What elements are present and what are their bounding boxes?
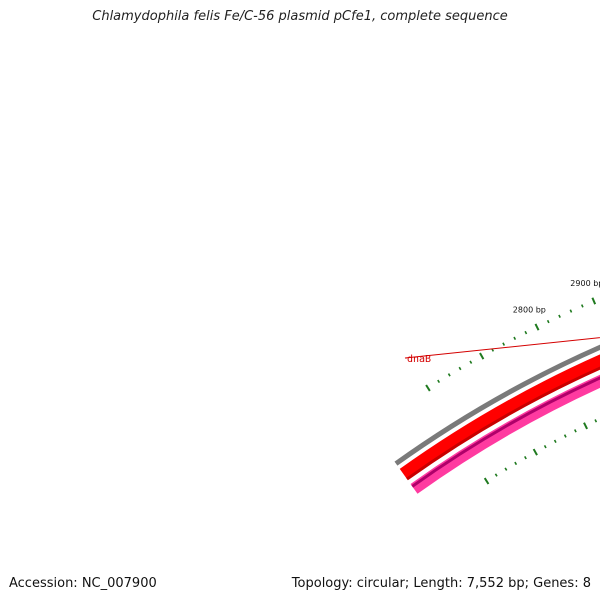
backbone-ring — [394, 344, 600, 466]
feature-rings — [394, 344, 600, 494]
outer-scale-tick — [558, 314, 561, 318]
inner-scale-tick — [574, 429, 577, 433]
outer-scale-tick — [469, 360, 473, 364]
outer-scale-tick — [591, 297, 597, 305]
outer-scale-tick — [437, 379, 441, 384]
map-title: Chlamydophila felis Fe/C-56 plasmid pCfe… — [92, 9, 508, 24]
outer-scale-tick — [502, 342, 506, 346]
outer-scale-tick — [447, 373, 451, 377]
outer-scale-tick — [458, 366, 462, 371]
gene-callout-line — [404, 337, 600, 359]
inner-scale-tick — [504, 467, 508, 471]
inner-scale-tick — [494, 473, 498, 477]
outer-scale-tick — [569, 309, 573, 313]
inner-scale-tick — [583, 422, 588, 430]
forward-strand-ring — [399, 354, 600, 480]
inner-scale-tick — [594, 419, 598, 423]
outer-scale-tick — [546, 319, 550, 324]
reverse-strand-edge — [411, 376, 600, 488]
inner-scale-tick — [524, 456, 527, 460]
reverse-strand-ring — [410, 374, 600, 494]
gene-label-dnab: dnaB — [407, 354, 431, 365]
outer-scale-tick — [524, 330, 528, 335]
sequence-summary: Topology: circular; Length: 7,552 bp; Ge… — [291, 576, 591, 591]
inner-scale-tick — [483, 477, 490, 485]
bp-label: 2900 bp — [570, 279, 600, 288]
bp-label: 2800 bp — [513, 306, 546, 315]
gene-annotations: dnaB — [404, 337, 600, 365]
outer-scale-tick — [580, 304, 584, 308]
inner-scale-tick — [514, 461, 518, 466]
outer-scale-tick — [479, 352, 485, 360]
inner-scale-tick — [553, 439, 557, 443]
inner-scale-tick — [532, 448, 538, 456]
inner-scale-tick — [563, 434, 567, 438]
forward-strand-edge — [406, 366, 600, 481]
outer-scale-tick — [513, 336, 517, 341]
inner-scale-tick — [543, 444, 547, 449]
accession-text: Accession: NC_007900 — [9, 576, 157, 591]
scale-ticks — [425, 297, 598, 485]
outer-scale-tick — [425, 384, 431, 392]
outer-scale-tick — [534, 323, 540, 331]
